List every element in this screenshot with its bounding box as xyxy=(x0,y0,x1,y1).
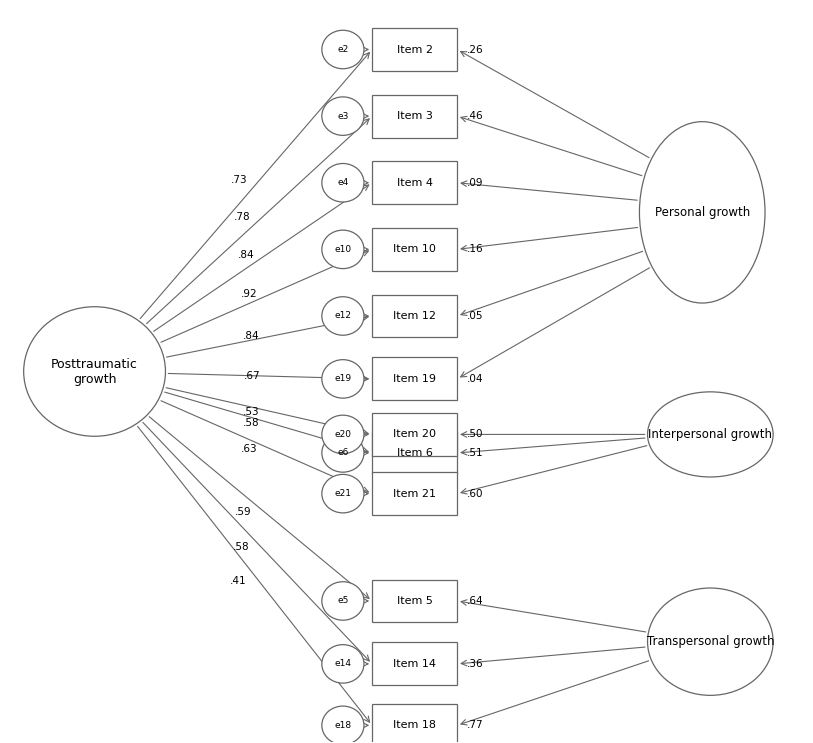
Text: e14: e14 xyxy=(334,659,351,669)
Text: .26: .26 xyxy=(467,45,484,54)
FancyBboxPatch shape xyxy=(372,228,457,271)
Circle shape xyxy=(322,163,364,202)
Circle shape xyxy=(322,645,364,683)
FancyBboxPatch shape xyxy=(372,472,457,515)
Text: Item 19: Item 19 xyxy=(393,374,436,384)
Circle shape xyxy=(322,474,364,513)
FancyBboxPatch shape xyxy=(372,643,457,685)
Text: .60: .60 xyxy=(467,489,484,499)
Text: .92: .92 xyxy=(241,290,258,299)
Circle shape xyxy=(322,97,364,135)
FancyBboxPatch shape xyxy=(372,28,457,71)
Text: Item 18: Item 18 xyxy=(393,720,436,730)
Text: Item 3: Item 3 xyxy=(397,111,433,121)
Text: .50: .50 xyxy=(467,429,484,439)
Text: Item 5: Item 5 xyxy=(397,596,433,606)
FancyBboxPatch shape xyxy=(372,432,457,474)
Text: .05: .05 xyxy=(467,311,484,321)
Text: Item 21: Item 21 xyxy=(393,489,436,499)
Ellipse shape xyxy=(640,122,765,303)
Text: .04: .04 xyxy=(467,374,484,384)
Text: .36: .36 xyxy=(467,659,484,669)
Text: .84: .84 xyxy=(243,331,260,341)
Text: e3: e3 xyxy=(337,111,349,120)
Circle shape xyxy=(322,296,364,335)
Text: Transpersonal growth: Transpersonal growth xyxy=(646,635,774,648)
Text: .73: .73 xyxy=(231,175,248,184)
Text: Item 20: Item 20 xyxy=(393,429,436,439)
Text: e10: e10 xyxy=(334,245,351,254)
Text: .46: .46 xyxy=(467,111,484,121)
FancyBboxPatch shape xyxy=(372,704,457,743)
Text: e5: e5 xyxy=(337,597,349,606)
Text: e4: e4 xyxy=(337,178,349,187)
Text: Posttraumatic
growth: Posttraumatic growth xyxy=(51,357,138,386)
Text: .63: .63 xyxy=(241,444,258,453)
Text: e21: e21 xyxy=(334,489,351,498)
Text: Item 2: Item 2 xyxy=(397,45,433,54)
Text: .09: .09 xyxy=(467,178,484,188)
Ellipse shape xyxy=(647,588,773,695)
FancyBboxPatch shape xyxy=(372,161,457,204)
Text: .51: .51 xyxy=(467,448,484,458)
FancyBboxPatch shape xyxy=(372,294,457,337)
FancyBboxPatch shape xyxy=(372,413,457,456)
Circle shape xyxy=(322,582,364,620)
Text: .58: .58 xyxy=(242,418,259,429)
Text: .41: .41 xyxy=(230,576,246,585)
Circle shape xyxy=(322,30,364,69)
Circle shape xyxy=(322,360,364,398)
Ellipse shape xyxy=(647,392,773,477)
Text: Item 4: Item 4 xyxy=(397,178,433,188)
Text: e19: e19 xyxy=(334,374,351,383)
Text: .59: .59 xyxy=(235,507,252,516)
Text: .16: .16 xyxy=(467,244,484,254)
Text: .64: .64 xyxy=(467,596,484,606)
Text: Item 6: Item 6 xyxy=(397,448,433,458)
Text: Item 14: Item 14 xyxy=(393,659,436,669)
Text: .58: .58 xyxy=(233,542,249,552)
Text: e2: e2 xyxy=(337,45,349,54)
Ellipse shape xyxy=(24,307,166,436)
FancyBboxPatch shape xyxy=(372,580,457,623)
Text: .84: .84 xyxy=(237,250,254,260)
Circle shape xyxy=(322,706,364,743)
Text: .67: .67 xyxy=(244,372,261,381)
Text: Interpersonal growth: Interpersonal growth xyxy=(648,428,772,441)
FancyBboxPatch shape xyxy=(372,357,457,400)
Text: .77: .77 xyxy=(467,720,484,730)
Text: Item 12: Item 12 xyxy=(393,311,436,321)
Circle shape xyxy=(322,230,364,269)
Text: e20: e20 xyxy=(334,430,351,439)
Text: e12: e12 xyxy=(334,311,351,320)
Text: e6: e6 xyxy=(337,449,349,458)
Circle shape xyxy=(322,415,364,454)
FancyBboxPatch shape xyxy=(372,94,457,137)
Circle shape xyxy=(322,434,364,472)
Text: e18: e18 xyxy=(334,721,351,730)
Text: Item 10: Item 10 xyxy=(393,244,436,254)
Text: .53: .53 xyxy=(243,406,259,417)
Text: .78: .78 xyxy=(234,212,250,221)
Text: Personal growth: Personal growth xyxy=(654,206,750,219)
